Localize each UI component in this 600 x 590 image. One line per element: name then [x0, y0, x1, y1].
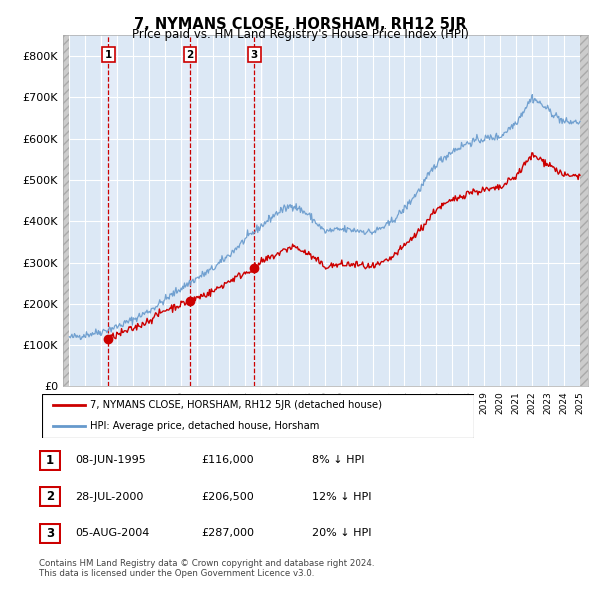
Text: Price paid vs. HM Land Registry's House Price Index (HPI): Price paid vs. HM Land Registry's House … [131, 28, 469, 41]
Text: 28-JUL-2000: 28-JUL-2000 [75, 492, 143, 502]
Text: 3: 3 [251, 50, 258, 60]
Bar [182, 35, 198, 386]
FancyBboxPatch shape [40, 487, 59, 506]
FancyBboxPatch shape [40, 524, 59, 543]
Text: 20% ↓ HPI: 20% ↓ HPI [312, 529, 371, 538]
Text: 2: 2 [187, 50, 194, 60]
Text: 12% ↓ HPI: 12% ↓ HPI [312, 492, 371, 502]
Text: 7, NYMANS CLOSE, HORSHAM, RH12 5JR (detached house): 7, NYMANS CLOSE, HORSHAM, RH12 5JR (deta… [89, 401, 382, 411]
FancyBboxPatch shape [40, 451, 59, 470]
Bar [63, 35, 70, 386]
Bar [580, 35, 588, 386]
Text: 05-AUG-2004: 05-AUG-2004 [75, 529, 149, 538]
Text: £206,500: £206,500 [201, 492, 254, 502]
Text: 7, NYMANS CLOSE, HORSHAM, RH12 5JR: 7, NYMANS CLOSE, HORSHAM, RH12 5JR [134, 17, 466, 31]
Text: 08-JUN-1995: 08-JUN-1995 [75, 455, 146, 465]
Text: This data is licensed under the Open Government Licence v3.0.: This data is licensed under the Open Gov… [39, 569, 314, 578]
Text: 1: 1 [46, 454, 54, 467]
Text: £116,000: £116,000 [201, 455, 254, 465]
Text: 1: 1 [104, 50, 112, 60]
Text: £287,000: £287,000 [201, 529, 254, 538]
Bar [247, 35, 262, 386]
Bar [100, 35, 116, 386]
Text: 2: 2 [46, 490, 54, 503]
Text: HPI: Average price, detached house, Horsham: HPI: Average price, detached house, Hors… [89, 421, 319, 431]
FancyBboxPatch shape [42, 394, 474, 438]
Text: Contains HM Land Registry data © Crown copyright and database right 2024.: Contains HM Land Registry data © Crown c… [39, 559, 374, 568]
Text: 8% ↓ HPI: 8% ↓ HPI [312, 455, 365, 465]
Text: 3: 3 [46, 527, 54, 540]
